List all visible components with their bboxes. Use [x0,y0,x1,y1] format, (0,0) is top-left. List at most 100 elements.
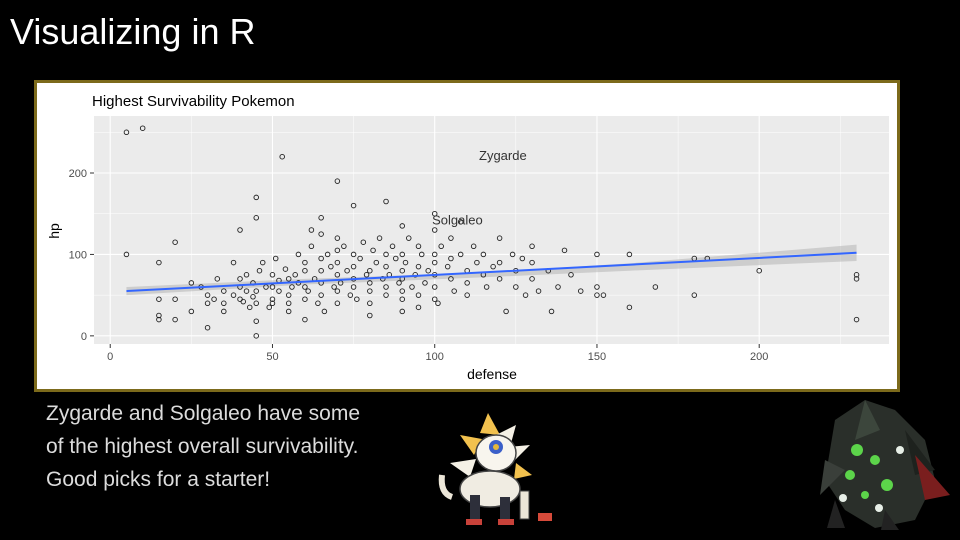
data-point [331,284,337,290]
data-point [321,308,328,315]
data-point [334,288,341,294]
data-point [221,288,227,294]
data-point [691,292,698,298]
data-point [448,276,454,282]
x-tick-label: 200 [750,351,768,363]
data-point [188,308,195,315]
data-point [269,284,276,290]
data-point [318,215,324,221]
data-point [302,267,308,274]
data-point [383,198,389,205]
data-point [295,251,302,258]
data-point [318,267,324,274]
data-point [431,296,438,302]
data-point [308,227,315,233]
data-point [350,202,357,209]
data-point [363,272,370,278]
data-point [626,304,633,311]
annotation-label: Solgaleo [432,212,483,227]
confidence-ribbon-layer [126,244,857,296]
x-tick-label: 50 [266,351,278,363]
axes-layer: 0 50 100 150 200 0 100 200 [69,168,769,363]
data-point [406,235,412,241]
data-point [334,235,341,241]
data-point [474,259,480,266]
confidence-ribbon [126,244,857,296]
data-point [513,284,519,290]
data-point [577,288,584,294]
data-point [464,280,470,286]
slide-caption: Zygarde and Solgaleo have some of the hi… [46,402,361,491]
data-point [415,263,422,270]
data-point [285,276,292,282]
data-point [285,308,292,315]
data-point [243,272,250,278]
data-point [204,300,211,307]
data-point [652,284,659,290]
data-point [415,243,422,250]
data-point [509,251,516,258]
data-point [503,308,509,315]
data-point [302,259,308,266]
data-point [230,259,237,266]
data-point [318,231,324,237]
x-axis-label: defense [467,366,517,382]
data-point [350,284,357,290]
smooth-line [126,251,857,293]
data-point [389,243,396,250]
data-point [600,292,607,298]
annotations-layer: Zygarde Solgaleo [432,148,527,227]
data-point [279,153,285,160]
data-point [302,296,308,302]
data-point [383,292,389,298]
data-point [409,284,415,290]
data-point [535,288,542,294]
data-point [253,288,259,294]
data-point [318,292,324,298]
data-point [383,284,389,290]
data-point [334,178,341,184]
data-point [172,296,178,302]
data-point [853,272,860,278]
data-point [334,247,341,254]
data-point [172,239,178,245]
data-point [334,300,341,307]
data-point [253,300,259,307]
data-point [399,251,406,258]
panel-background [94,116,889,344]
data-point [139,125,146,131]
data-point [399,308,406,315]
data-point [431,259,438,266]
y-tick-label: 100 [69,249,87,261]
data-point [519,255,526,262]
data-point [347,292,354,298]
data-point [376,235,383,241]
data-point [431,210,438,217]
data-point [240,298,247,305]
data-point [276,288,282,294]
data-point [853,276,860,282]
data-point [289,284,295,290]
data-point [380,276,386,282]
data-point [302,316,308,323]
data-point [253,215,259,221]
data-point [315,300,321,307]
data-point [305,288,311,294]
data-point [415,304,422,311]
data-point [350,251,357,258]
data-point [435,300,441,307]
data-point [285,292,292,298]
data-point [568,272,574,278]
data-point [318,255,324,262]
data-point [399,267,406,274]
data-point [247,304,253,311]
data-point [221,300,227,307]
data-point [156,312,162,319]
data-point [370,247,376,254]
data-point [425,267,431,274]
chart-title: Highest Survivability Pokemon [92,93,295,110]
data-point [431,227,438,233]
data-point [431,284,438,290]
data-point [204,324,211,331]
data-point [156,259,162,266]
